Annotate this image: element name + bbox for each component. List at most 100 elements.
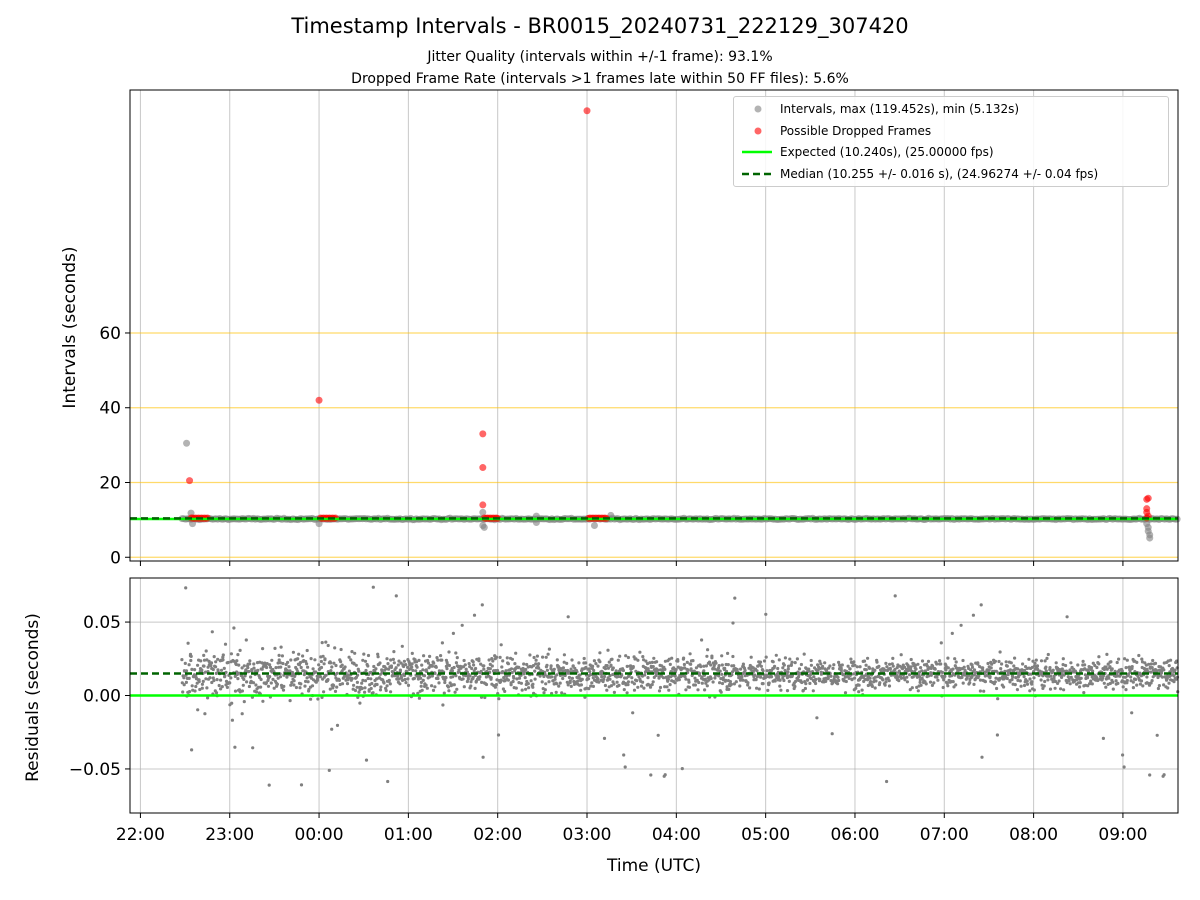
residual-point-1311 (682, 662, 687, 667)
residual-point-447 (352, 683, 356, 687)
residual-point-1885 (903, 665, 907, 669)
xtick-label-10: 08:00 (1009, 825, 1058, 845)
residual-point-2310 (1065, 615, 1069, 619)
residual-point-944 (542, 691, 546, 695)
residual-point-305 (297, 652, 301, 656)
residual-point-1738 (846, 664, 850, 668)
residual-point-1649 (812, 675, 816, 679)
residual-point-628 (421, 668, 425, 672)
residual-point-692 (445, 660, 449, 665)
residual-point-533 (384, 688, 388, 693)
residual-point-349 (314, 670, 318, 674)
residual-point-418 (340, 663, 344, 667)
residual-point-643 (426, 661, 430, 665)
residual-point-475 (362, 652, 366, 656)
residual-point-2217 (1030, 680, 1034, 684)
residual-point-1601 (794, 679, 798, 684)
residual-point-2079 (977, 674, 981, 678)
residual-point-928 (535, 654, 540, 658)
residual-point-90 (214, 691, 219, 695)
residual-point-1758 (854, 686, 858, 690)
residual-point-1933 (920, 659, 925, 663)
residual-point-1249 (658, 685, 663, 690)
residual-point-742 (464, 667, 468, 671)
residual-point-2532 (1150, 666, 1154, 670)
residual-point-1697 (830, 732, 834, 736)
residual-point-1008 (566, 615, 570, 619)
residual-point-2171 (1012, 664, 1016, 668)
residual-point-868 (513, 669, 517, 673)
residual-point-2467 (1125, 678, 1129, 683)
residual-point-1999 (946, 684, 950, 688)
residual-point-1111 (606, 648, 610, 652)
residual-point-2285 (1056, 681, 1060, 686)
residual-point-1767 (857, 683, 861, 687)
residual-point-1464 (741, 678, 745, 682)
residual-point-1298 (677, 678, 681, 682)
residual-point-980 (555, 658, 559, 662)
residual-point-262 (280, 654, 284, 658)
residual-point-11 (184, 669, 189, 673)
residual-point-1770 (858, 665, 862, 669)
residual-point-591 (406, 683, 411, 688)
residual-point-45 (197, 680, 201, 684)
residual-point-2301 (1062, 688, 1066, 692)
residual-point-779 (479, 662, 483, 666)
residual-point-228 (268, 675, 272, 679)
residual-point-2063 (970, 665, 975, 669)
residual-point-1104 (603, 683, 608, 688)
residual-point-2278 (1053, 686, 1057, 690)
residual-point-2174 (1013, 683, 1017, 687)
residual-point-1954 (929, 671, 933, 675)
residual-point-163 (242, 664, 246, 668)
residual-point-1314 (684, 688, 688, 692)
residual-point-1870 (897, 679, 901, 683)
residual-point-2589 (1172, 674, 1176, 678)
residual-point-1783 (863, 677, 867, 682)
residual-point-1616 (799, 662, 804, 667)
residual-point-1411 (720, 681, 725, 686)
residual-point-1845 (887, 679, 891, 683)
residual-point-1192 (637, 675, 641, 679)
residual-point-129 (229, 652, 233, 656)
legend-expected-label: Expected (10.240s), (25.00000 fps) (780, 145, 994, 159)
residual-point-931 (537, 662, 541, 666)
residual-point-952 (545, 663, 549, 667)
residual-point-2210 (1027, 657, 1031, 661)
residual-point-1383 (710, 656, 714, 660)
residual-point-744 (465, 679, 469, 684)
residual-point-1926 (918, 680, 922, 685)
residual-point-739 (463, 663, 467, 667)
residual-point-61 (204, 670, 208, 674)
residual-point-2488 (1134, 677, 1138, 682)
residual-point-2112 (989, 666, 993, 670)
residual-point-965 (550, 675, 554, 679)
residual-point-1368 (704, 664, 709, 668)
residual-point-2344 (1078, 681, 1082, 685)
residual-point-2122 (993, 659, 998, 663)
residual-point-34 (193, 689, 197, 693)
residual-point-479 (363, 659, 368, 663)
residual-point-419 (340, 682, 345, 686)
residual-point-1318 (685, 660, 689, 665)
residual-point-820 (494, 655, 499, 659)
residual-point-471 (361, 658, 365, 662)
residual-point-2165 (1010, 678, 1014, 682)
residual-point-1546 (773, 664, 777, 668)
residual-point-903 (526, 682, 530, 686)
residual-point-1151 (621, 668, 626, 673)
residual-point-1313 (683, 674, 687, 679)
residual-point-1108 (605, 688, 609, 692)
residual-point-2011 (951, 667, 955, 671)
residual-point-2551 (1157, 684, 1161, 688)
residual-point-2483 (1131, 686, 1135, 690)
residual-point-322 (304, 679, 308, 684)
residual-point-1538 (769, 675, 774, 679)
residual-point-229 (268, 663, 272, 667)
residual-point-558 (394, 666, 398, 670)
residual-point-222 (265, 662, 269, 666)
residual-point-249 (275, 682, 279, 686)
residual-point-1965 (933, 667, 937, 671)
residual-point-2558 (1160, 675, 1164, 679)
residual-point-160 (241, 683, 245, 687)
